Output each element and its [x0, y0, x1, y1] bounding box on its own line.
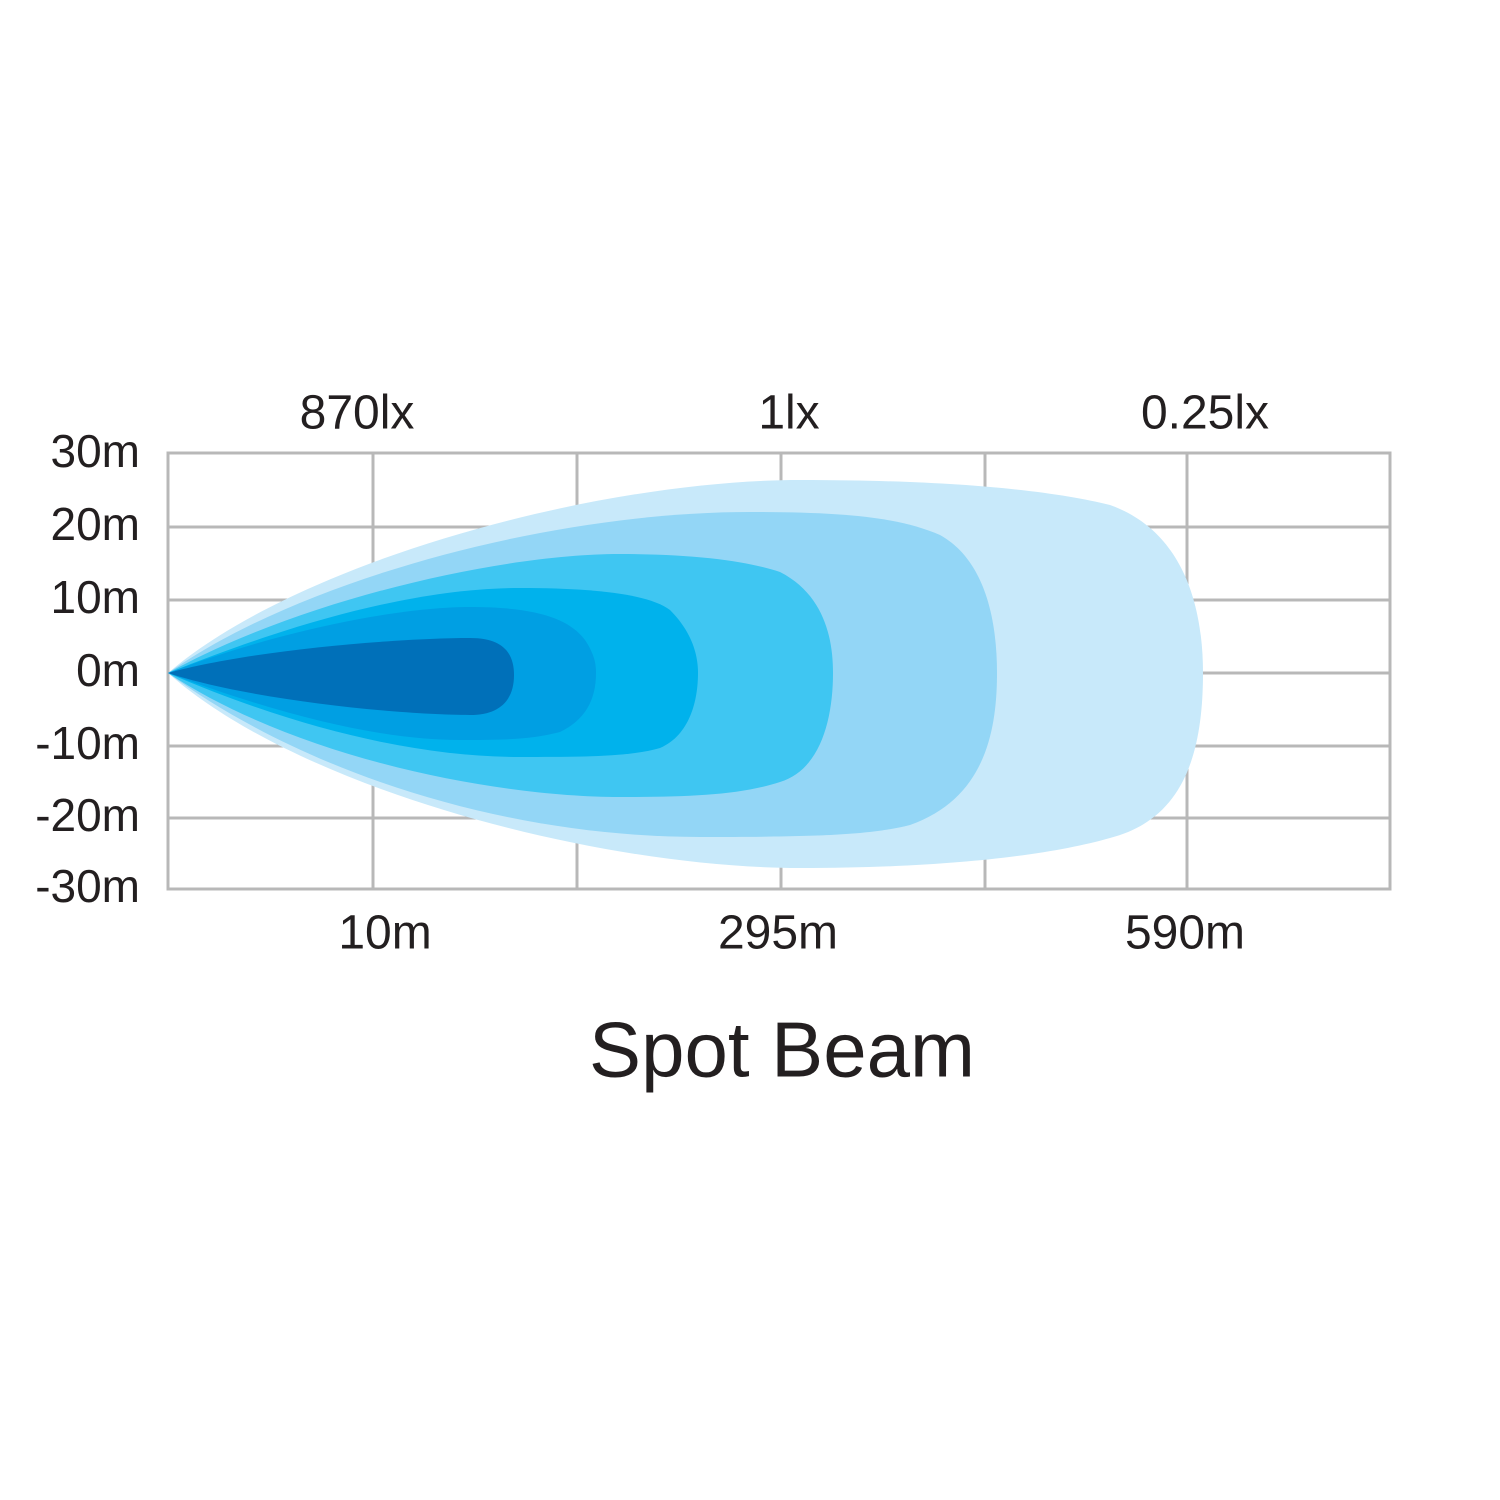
y-label: -20m [35, 789, 140, 841]
distance-label: 590m [1125, 907, 1245, 960]
title: Spot Beam [589, 1006, 975, 1094]
beam-zone [168, 638, 514, 715]
y-label: 0m [76, 644, 140, 696]
y-label: -30m [35, 860, 140, 912]
lux-label: 1lx [758, 387, 819, 440]
y-label: 20m [51, 498, 140, 550]
beam [168, 480, 1203, 868]
y-label: 30m [51, 425, 140, 477]
y-label: 10m [51, 571, 140, 623]
lux-labels: 870lx 1lx 0.25lx [300, 387, 1269, 440]
distance-label: 295m [718, 907, 838, 960]
lux-label: 870lx [300, 387, 415, 440]
distance-labels: 10m 295m 590m [338, 907, 1245, 960]
y-label: -10m [35, 717, 140, 769]
distance-label: 10m [338, 907, 431, 960]
y-axis-labels: 30m 20m 10m 0m -10m -20m -30m [35, 425, 140, 912]
plot-frame [166, 451, 1392, 891]
lux-label: 0.25lx [1141, 387, 1269, 440]
